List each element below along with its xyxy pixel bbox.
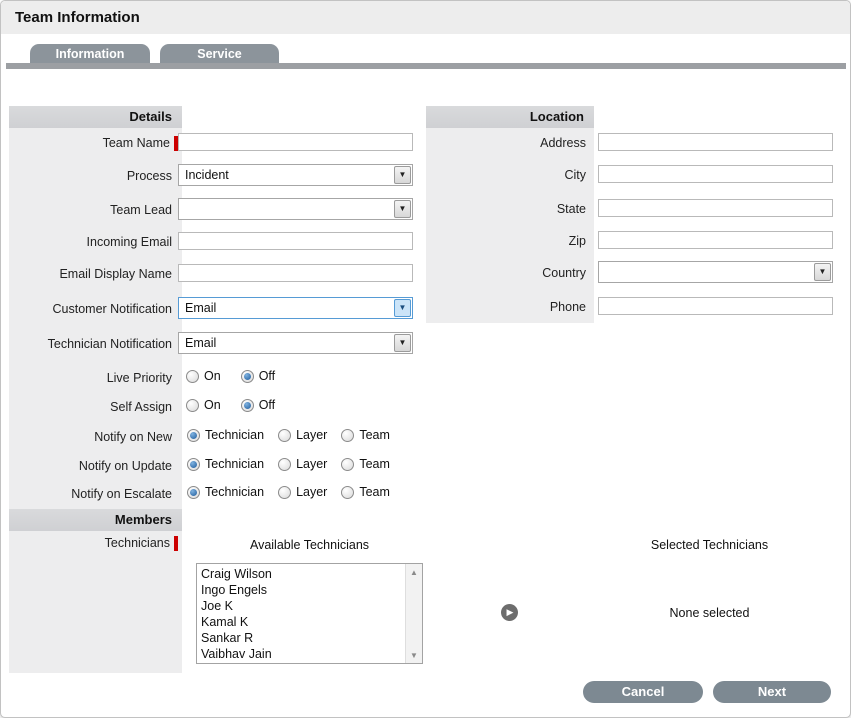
live-priority-off-radio[interactable] <box>240 369 254 383</box>
tab-divider <box>6 63 846 69</box>
page-title: Team Information <box>15 9 140 26</box>
state-input[interactable] <box>598 199 833 217</box>
live-priority-radio-group: On Off <box>186 369 275 383</box>
list-item[interactable]: Sankar R <box>201 631 254 645</box>
team-name-input[interactable] <box>178 133 413 151</box>
email-display-name-label: Email Display Name <box>59 267 172 281</box>
details-label-panel <box>9 128 182 509</box>
live-priority-on-radio[interactable] <box>186 369 199 383</box>
chevron-down-icon: ▼ <box>398 338 407 347</box>
notify-on-escalate-layer-radio[interactable] <box>278 485 292 499</box>
title-band <box>1 1 850 34</box>
notify-on-update-technician-radio[interactable] <box>187 457 200 471</box>
phone-input[interactable] <box>598 297 833 315</box>
technicians-label: Technicians <box>9 535 182 551</box>
notify-on-update-radio-group: Technician Layer Team <box>187 457 390 471</box>
notify-on-update-layer-radio[interactable] <box>278 457 292 471</box>
available-technicians-list: Craig Wilson Ingo Engels Joe K Kamal K S… <box>197 564 405 663</box>
tab-service-label: Service <box>197 47 242 61</box>
list-item[interactable]: Craig Wilson <box>201 567 272 581</box>
self-assign-off-radio[interactable] <box>240 398 254 412</box>
members-section-header: Members <box>9 509 182 531</box>
incoming-email-label: Incoming Email <box>86 235 172 249</box>
available-technicians-header: Available Technicians <box>249 538 370 552</box>
notify-on-update-label: Notify on Update <box>78 459 172 473</box>
state-label: State <box>556 202 586 216</box>
notify-on-new-team-radio[interactable] <box>341 428 355 442</box>
live-priority-label: Live Priority <box>106 371 172 385</box>
members-label-panel <box>9 531 182 673</box>
cancel-button[interactable]: Cancel <box>583 681 703 703</box>
address-input[interactable] <box>598 133 833 151</box>
team-lead-select[interactable]: ▼ <box>178 198 413 220</box>
chevron-down-icon: ▼ <box>398 170 407 179</box>
list-item[interactable]: Joe K <box>201 599 233 613</box>
process-select-arrow-button[interactable]: ▼ <box>394 166 411 184</box>
required-marker <box>174 135 178 151</box>
required-marker <box>174 535 178 551</box>
list-item[interactable]: Ingo Engels <box>201 583 268 597</box>
chevron-down-icon: ▼ <box>398 303 407 312</box>
phone-label: Phone <box>549 300 586 314</box>
details-section-header: Details <box>9 106 182 128</box>
team-name-label: Team Name <box>9 135 182 151</box>
process-select-value: Incident <box>185 168 229 182</box>
chevron-down-icon: ▼ <box>818 267 827 276</box>
scroll-down-icon[interactable]: ▼ <box>410 650 418 660</box>
chevron-down-icon: ▼ <box>398 204 407 213</box>
notify-on-escalate-radio-group: Technician Layer Team <box>187 485 390 499</box>
process-select[interactable]: Incident ▼ <box>178 164 413 186</box>
customer-notification-select[interactable]: Email ▼ <box>178 297 413 319</box>
notify-on-escalate-technician-radio[interactable] <box>187 485 200 499</box>
process-label: Process <box>126 169 172 183</box>
notify-on-update-team-radio[interactable] <box>341 457 355 471</box>
tab-information[interactable]: Information <box>30 44 150 64</box>
notify-on-escalate-team-radio[interactable] <box>341 485 355 499</box>
notify-on-new-technician-radio[interactable] <box>187 428 200 442</box>
location-label-panel <box>426 128 594 323</box>
country-label: Country <box>542 266 586 280</box>
zip-label: Zip <box>568 234 586 248</box>
list-item[interactable]: Vaibhav Jain <box>201 647 272 661</box>
self-assign-radio-group: On Off <box>186 398 275 412</box>
technician-notification-select[interactable]: Email ▼ <box>178 332 413 354</box>
customer-notification-label: Customer Notification <box>52 302 173 316</box>
notify-on-new-layer-radio[interactable] <box>278 428 292 442</box>
selected-technicians-header: Selected Technicians <box>650 538 769 552</box>
move-right-button[interactable]: ▶ <box>501 604 518 621</box>
customer-notification-select-value: Email <box>185 301 217 315</box>
country-select-arrow-button[interactable]: ▼ <box>814 263 831 281</box>
team-lead-label: Team Lead <box>110 203 172 217</box>
location-section-header: Location <box>426 106 594 128</box>
email-display-name-input[interactable] <box>178 264 413 282</box>
customer-notification-select-arrow-button[interactable]: ▼ <box>394 299 411 317</box>
team-lead-select-arrow-button[interactable]: ▼ <box>394 200 411 218</box>
self-assign-label: Self Assign <box>110 400 172 414</box>
tab-information-label: Information <box>55 47 125 61</box>
self-assign-on-radio[interactable] <box>186 398 199 412</box>
address-label: Address <box>540 136 586 150</box>
list-item[interactable]: Kamal K <box>201 615 249 629</box>
arrow-right-icon: ▶ <box>506 607 514 617</box>
available-technicians-listbox[interactable]: Craig Wilson Ingo Engels Joe K Kamal K S… <box>196 563 423 664</box>
notify-on-new-radio-group: Technician Layer Team <box>187 428 390 442</box>
next-button[interactable]: Next <box>713 681 831 703</box>
listbox-scrollbar[interactable]: ▲ ▼ <box>405 564 422 663</box>
city-label: City <box>564 168 586 182</box>
notify-on-new-label: Notify on New <box>94 430 172 444</box>
country-select[interactable]: ▼ <box>598 261 833 283</box>
city-input[interactable] <box>598 165 833 183</box>
scroll-up-icon[interactable]: ▲ <box>410 567 418 577</box>
technician-notification-select-arrow-button[interactable]: ▼ <box>394 334 411 352</box>
notify-on-escalate-label: Notify on Escalate <box>71 487 172 501</box>
selected-technicians-empty-text: None selected <box>669 606 750 620</box>
zip-input[interactable] <box>598 231 833 249</box>
incoming-email-input[interactable] <box>178 232 413 250</box>
tab-service[interactable]: Service <box>160 44 279 64</box>
technician-notification-select-value: Email <box>185 336 217 350</box>
technician-notification-label: Technician Notification <box>47 337 172 351</box>
